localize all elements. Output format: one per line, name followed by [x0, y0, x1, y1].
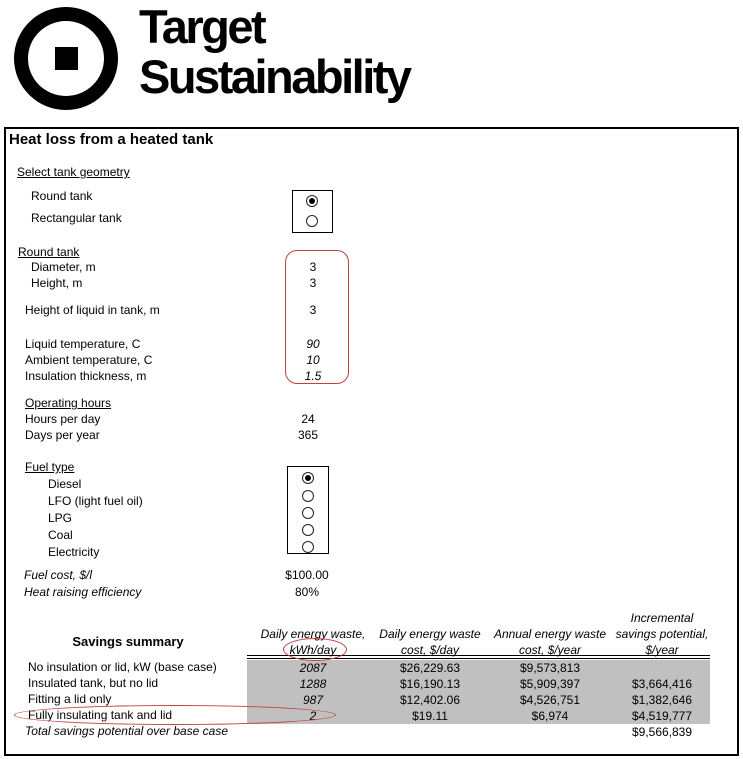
page-title: Heat loss from a heated tank — [9, 131, 214, 148]
hours-per-day-label: Hours per day — [25, 412, 101, 426]
days-per-year-label: Days per year — [25, 428, 100, 442]
table-cell-daily: $16,190.13 — [399, 677, 461, 691]
round-tank-radio[interactable] — [306, 195, 318, 207]
hours-per-day-value[interactable]: 24 — [301, 412, 315, 426]
table-cell-incremental: $4,519,777 — [631, 709, 693, 723]
fuel-electricity-radio[interactable] — [302, 541, 314, 553]
header-daily-cost-line2: cost, $/day — [400, 643, 460, 657]
fully-insulating-row-annotation-ellipse — [14, 705, 336, 725]
kwh-per-day-annotation-ellipse — [283, 638, 347, 661]
fuel-option-lpg-label: LPG — [48, 511, 73, 525]
geometry-section-heading: Select tank geometry — [17, 165, 130, 179]
fuel-cost-label: Fuel cost, $/l — [24, 568, 93, 582]
liquid-temperature-value[interactable]: 90 — [306, 337, 320, 351]
header-incremental-line3: $/year — [645, 643, 679, 657]
header-double-rule — [247, 655, 710, 659]
diameter-label: Diameter, m — [31, 260, 96, 274]
operating-hours-heading: Operating hours — [25, 396, 112, 410]
header-incremental-line2: savings potential, — [615, 627, 709, 641]
diameter-value[interactable]: 3 — [309, 260, 317, 274]
days-per-year-value[interactable]: 365 — [297, 428, 319, 442]
insulation-thickness-label: Insulation thickness, m — [25, 369, 147, 383]
fuel-coal-radio[interactable] — [302, 524, 314, 536]
input-values-annotation-box — [285, 250, 349, 384]
header-daily-cost-line1: Daily energy waste — [379, 627, 481, 641]
table-cell-daily: $26,229.63 — [399, 661, 461, 675]
fuel-option-electricity-label: Electricity — [48, 545, 100, 559]
fuel-option-diesel-label: Diesel — [48, 477, 82, 491]
heat-efficiency-value: 80% — [294, 585, 320, 599]
round-tank-option-label: Round tank — [31, 189, 93, 203]
table-cell-kwh: 2087 — [299, 661, 327, 675]
liquid-temperature-label: Liquid temperature, C — [25, 337, 141, 351]
logo-line2: Sustainability — [139, 50, 412, 103]
liquid-height-label: Height of liquid in tank, m — [25, 303, 160, 317]
logo-square-icon — [54, 47, 78, 70]
height-label: Height, m — [31, 276, 83, 290]
table-cell-annual: $5,909,397 — [519, 677, 581, 691]
fuel-diesel-radio[interactable] — [302, 472, 314, 484]
table-cell-annual: $9,573,813 — [519, 661, 581, 675]
target-sustainability-logo-icon — [14, 7, 118, 110]
table-total-label: Total savings potential over base case — [25, 724, 229, 738]
round-tank-section-heading: Round tank — [18, 245, 80, 259]
fuel-lfo-radio[interactable] — [302, 490, 314, 502]
table-cell-annual: $4,526,751 — [519, 693, 581, 707]
table-cell-kwh: 987 — [302, 693, 324, 707]
logo-wordmark: Target Sustainability — [139, 0, 412, 103]
fuel-option-lfo-label: LFO (light fuel oil) — [48, 494, 143, 508]
rectangular-tank-radio[interactable] — [306, 215, 318, 227]
savings-summary-title: Savings summary — [72, 634, 184, 649]
header-daily-energy-waste-line1: Daily energy waste, — [260, 627, 366, 641]
fuel-lpg-radio[interactable] — [302, 507, 314, 519]
rectangular-tank-option-label: Rectangular tank — [31, 211, 122, 225]
table-row-label: Insulated tank, but no lid — [28, 676, 159, 690]
header-annual-cost-line1: Annual energy waste — [493, 627, 607, 641]
heat-efficiency-label: Heat raising efficiency — [24, 585, 142, 599]
ambient-temperature-value[interactable]: 10 — [306, 353, 320, 367]
table-row-label: Fitting a lid only — [28, 692, 112, 706]
header-incremental-line1: Incremental — [630, 611, 694, 625]
header-annual-cost-line2: cost, $/year — [518, 643, 582, 657]
table-cell-incremental: $1,382,646 — [631, 693, 693, 707]
table-cell-annual: $6,974 — [531, 709, 569, 723]
table-cell-daily: $12,402.06 — [399, 693, 461, 707]
fuel-cost-value: $100.00 — [285, 568, 329, 582]
table-total-value: $9,566,839 — [631, 725, 693, 739]
liquid-height-value[interactable]: 3 — [309, 303, 317, 317]
table-cell-kwh: 1288 — [299, 677, 327, 691]
fuel-option-coal-label: Coal — [48, 528, 73, 542]
content-border-box — [4, 127, 739, 756]
table-cell-incremental: $3,664,416 — [631, 677, 693, 691]
table-cell-daily: $19.11 — [412, 709, 448, 723]
height-value[interactable]: 3 — [309, 276, 317, 290]
ambient-temperature-label: Ambient temperature, C — [25, 353, 153, 367]
logo-line1: Target — [139, 0, 267, 53]
insulation-thickness-value[interactable]: 1.5 — [304, 369, 322, 383]
table-row-label: No insulation or lid, kW (base case) — [28, 660, 217, 674]
fuel-type-heading: Fuel type — [25, 460, 75, 474]
